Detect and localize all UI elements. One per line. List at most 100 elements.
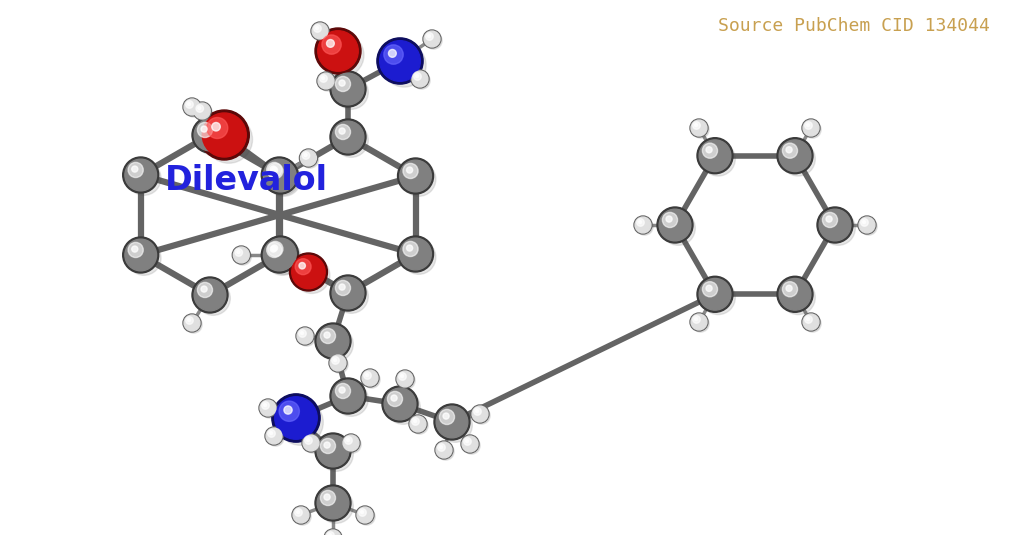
Circle shape bbox=[388, 49, 396, 57]
Circle shape bbox=[198, 123, 213, 137]
Circle shape bbox=[195, 279, 226, 311]
Circle shape bbox=[334, 75, 369, 109]
Circle shape bbox=[706, 147, 712, 153]
Circle shape bbox=[702, 143, 718, 158]
Circle shape bbox=[439, 409, 455, 424]
Circle shape bbox=[262, 236, 298, 272]
Circle shape bbox=[407, 245, 413, 251]
Circle shape bbox=[295, 509, 302, 516]
Circle shape bbox=[196, 104, 212, 121]
Circle shape bbox=[345, 437, 352, 444]
Circle shape bbox=[342, 434, 360, 452]
Circle shape bbox=[424, 31, 440, 47]
Circle shape bbox=[364, 371, 380, 388]
Circle shape bbox=[339, 80, 345, 86]
Circle shape bbox=[690, 313, 708, 331]
Circle shape bbox=[123, 157, 159, 193]
Circle shape bbox=[127, 161, 161, 195]
Text: Dilevalol: Dilevalol bbox=[165, 164, 328, 196]
Circle shape bbox=[805, 316, 812, 323]
Circle shape bbox=[636, 218, 653, 235]
Circle shape bbox=[803, 314, 819, 330]
Circle shape bbox=[471, 405, 489, 423]
Circle shape bbox=[362, 370, 378, 386]
Circle shape bbox=[336, 384, 350, 399]
Circle shape bbox=[207, 118, 227, 139]
Circle shape bbox=[317, 487, 349, 519]
Circle shape bbox=[858, 216, 876, 234]
Circle shape bbox=[782, 282, 798, 297]
Circle shape bbox=[324, 332, 330, 338]
Circle shape bbox=[692, 121, 710, 138]
Circle shape bbox=[125, 239, 157, 271]
Circle shape bbox=[317, 30, 358, 71]
Circle shape bbox=[268, 163, 283, 179]
Circle shape bbox=[412, 418, 419, 425]
Circle shape bbox=[330, 275, 366, 311]
Circle shape bbox=[330, 71, 366, 107]
Circle shape bbox=[472, 406, 487, 422]
Circle shape bbox=[269, 432, 272, 434]
Circle shape bbox=[274, 397, 317, 439]
Circle shape bbox=[473, 407, 490, 424]
Circle shape bbox=[321, 328, 336, 343]
Circle shape bbox=[332, 380, 364, 412]
Circle shape bbox=[266, 163, 282, 178]
Circle shape bbox=[332, 357, 339, 364]
Circle shape bbox=[232, 246, 250, 264]
Circle shape bbox=[132, 166, 138, 172]
Circle shape bbox=[301, 151, 318, 168]
Circle shape bbox=[382, 386, 418, 422]
Circle shape bbox=[201, 126, 207, 132]
Circle shape bbox=[410, 416, 426, 432]
Circle shape bbox=[303, 435, 318, 451]
Circle shape bbox=[125, 159, 157, 191]
Circle shape bbox=[691, 120, 707, 136]
Circle shape bbox=[329, 354, 347, 372]
Circle shape bbox=[414, 73, 421, 80]
Circle shape bbox=[358, 509, 367, 516]
Circle shape bbox=[128, 242, 143, 257]
Circle shape bbox=[292, 506, 310, 524]
Circle shape bbox=[807, 124, 810, 127]
Circle shape bbox=[260, 400, 275, 416]
Circle shape bbox=[196, 105, 204, 112]
Circle shape bbox=[804, 315, 821, 332]
Circle shape bbox=[380, 41, 420, 81]
Circle shape bbox=[413, 72, 430, 89]
Circle shape bbox=[464, 438, 471, 445]
Circle shape bbox=[305, 437, 312, 444]
Circle shape bbox=[292, 255, 326, 289]
Circle shape bbox=[786, 147, 793, 153]
Circle shape bbox=[339, 387, 345, 393]
Circle shape bbox=[361, 369, 379, 387]
Circle shape bbox=[187, 318, 190, 322]
Circle shape bbox=[324, 442, 330, 448]
Circle shape bbox=[296, 327, 314, 345]
Circle shape bbox=[691, 314, 707, 330]
Circle shape bbox=[692, 315, 710, 332]
Circle shape bbox=[329, 533, 332, 535]
Circle shape bbox=[233, 247, 249, 263]
Circle shape bbox=[198, 282, 213, 297]
Circle shape bbox=[336, 125, 350, 140]
Circle shape bbox=[397, 158, 433, 194]
Circle shape bbox=[423, 30, 441, 48]
Circle shape bbox=[185, 101, 194, 108]
Circle shape bbox=[634, 216, 652, 234]
Circle shape bbox=[321, 491, 336, 506]
Circle shape bbox=[265, 161, 300, 195]
Text: Source PubChem CID 134044: Source PubChem CID 134044 bbox=[718, 17, 990, 35]
Circle shape bbox=[397, 236, 433, 272]
Circle shape bbox=[278, 400, 324, 445]
Circle shape bbox=[781, 142, 815, 176]
Circle shape bbox=[401, 162, 436, 196]
Circle shape bbox=[194, 102, 211, 120]
Circle shape bbox=[297, 510, 300, 514]
Circle shape bbox=[313, 24, 330, 41]
Circle shape bbox=[237, 250, 240, 254]
Circle shape bbox=[701, 280, 735, 315]
Circle shape bbox=[319, 437, 353, 471]
Circle shape bbox=[330, 355, 346, 371]
Circle shape bbox=[412, 71, 428, 87]
